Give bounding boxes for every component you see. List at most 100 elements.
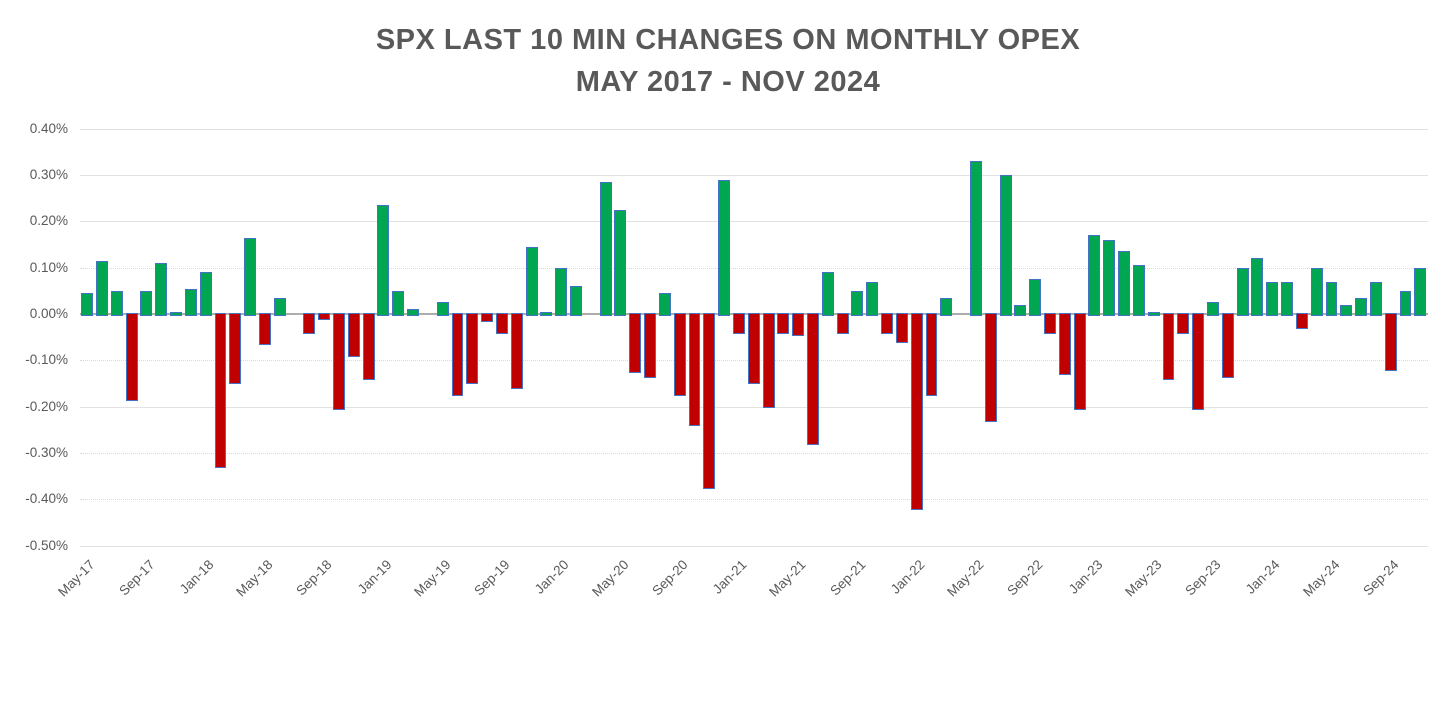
bar-Jul-24 (1355, 297, 1368, 316)
bar-Nov-23 (1236, 267, 1249, 316)
bar-May-19 (436, 302, 449, 316)
bar-Oct-24 (1399, 290, 1412, 316)
bar-Nov-21 (881, 313, 894, 334)
bar-Feb-22 (925, 313, 938, 397)
bar-May-22 (969, 161, 982, 316)
y-axis-tick-label: -0.50% (25, 537, 68, 553)
chart-subtitle: MAY 2017 - NOV 2024 (575, 66, 881, 98)
bar-Aug-17 (125, 313, 138, 401)
bar-Sep-18 (318, 313, 331, 320)
bar-Apr-24 (1310, 267, 1323, 316)
bar-Feb-21 (747, 313, 760, 385)
bar-Feb-23 (1103, 239, 1116, 316)
bar-Jul-22 (999, 175, 1012, 316)
bar-May-21 (792, 313, 805, 336)
bar-Apr-18 (244, 237, 257, 316)
bar-Apr-20 (599, 181, 612, 316)
bar-May-24 (1325, 281, 1338, 316)
y-axis-tick-label: 0.00% (29, 306, 68, 321)
gridline (80, 128, 1428, 130)
bar-Apr-21 (777, 313, 790, 334)
bar-Mar-24 (1295, 313, 1308, 329)
bar-Sep-17 (140, 290, 153, 316)
bar-Mar-23 (1118, 251, 1131, 316)
bar-Dec-18 (362, 313, 375, 380)
bar-Feb-24 (1281, 281, 1293, 316)
y-axis-tick-label: 0.20% (29, 213, 68, 229)
bar-Sep-23 (1207, 302, 1219, 316)
bar-Sep-24 (1384, 313, 1397, 371)
bar-Dec-23 (1251, 258, 1264, 316)
bar-Jun-23 (1162, 313, 1175, 380)
bar-Oct-19 (510, 313, 523, 390)
bar-Oct-18 (333, 313, 345, 410)
bar-Mar-22 (940, 297, 953, 316)
bar-Jun-21 (807, 313, 819, 445)
bar-Jan-21 (732, 313, 745, 334)
bar-Jul-23 (1177, 313, 1190, 334)
bar-Jul-19 (466, 313, 479, 385)
bar-Mar-19 (407, 309, 419, 316)
bar-Feb-19 (392, 290, 405, 316)
bar-Mar-18 (229, 313, 242, 385)
bar-Mar-21 (762, 313, 775, 408)
bar-Aug-21 (836, 313, 849, 334)
bar-Nov-20 (703, 313, 716, 489)
bar-Nov-18 (347, 313, 360, 357)
bar-Aug-20 (658, 293, 671, 316)
bar-Dec-21 (895, 313, 908, 343)
bar-Jan-18 (199, 272, 212, 316)
bar-Jun-24 (1340, 304, 1353, 316)
opex-bar-chart: SPX LAST 10 MIN CHANGES ON MONTHLY OPEX … (25, 24, 1428, 599)
bar-Jun-19 (451, 313, 464, 397)
gridline (80, 175, 1428, 176)
bar-Apr-23 (1132, 265, 1145, 316)
bar-Jan-19 (377, 205, 390, 316)
bar-Sep-19 (495, 313, 508, 334)
bar-May-17 (81, 293, 94, 316)
bar-Oct-21 (866, 281, 879, 316)
bar-Sep-22 (1029, 279, 1042, 316)
bar-Sep-20 (673, 313, 686, 397)
bar-Jun-18 (273, 297, 286, 316)
gridline (80, 545, 1428, 547)
bar-Nov-19 (525, 246, 538, 316)
bar-Dec-17 (184, 288, 197, 316)
bar-Oct-20 (688, 313, 701, 427)
bar-Nov-24 (1414, 267, 1427, 316)
bar-May-18 (258, 313, 271, 346)
bar-Jan-23 (1088, 235, 1101, 316)
bar-Dec-22 (1073, 313, 1086, 410)
bar-Jul-21 (821, 272, 834, 316)
gridline (80, 406, 1428, 408)
y-axis-tick-label: -0.30% (25, 444, 68, 460)
bar-Oct-17 (155, 263, 168, 316)
bar-Jul-17 (110, 290, 123, 316)
bar-Nov-17 (170, 311, 182, 316)
bar-May-23 (1147, 311, 1160, 316)
bar-Jun-17 (96, 260, 108, 316)
bar-Nov-22 (1058, 313, 1071, 376)
bar-Feb-18 (214, 313, 227, 468)
chart-title: SPX LAST 10 MIN CHANGES ON MONTHLY OPEX (375, 24, 1081, 56)
bar-Dec-19 (540, 311, 553, 316)
bar-Jan-22 (910, 313, 923, 510)
bar-Jan-20 (555, 267, 568, 316)
gridline (80, 221, 1428, 223)
y-axis-tick-label: -0.20% (25, 398, 68, 414)
y-axis-tick-label: -0.40% (25, 491, 68, 507)
bar-Aug-23 (1192, 313, 1205, 410)
gridline (80, 452, 1428, 454)
gridline (80, 267, 1428, 269)
gridline (80, 499, 1428, 501)
bar-Oct-23 (1221, 313, 1234, 378)
bar-Jan-24 (1266, 281, 1279, 316)
bar-Jun-22 (984, 313, 997, 422)
bar-Dec-20 (718, 179, 731, 316)
bar-Jul-20 (644, 313, 656, 378)
bar-Aug-18 (303, 313, 316, 334)
bar-Oct-22 (1044, 313, 1056, 334)
y-axis-tick-label: 0.30% (29, 167, 68, 182)
bar-Feb-20 (570, 286, 582, 316)
bar-Sep-21 (851, 290, 864, 316)
